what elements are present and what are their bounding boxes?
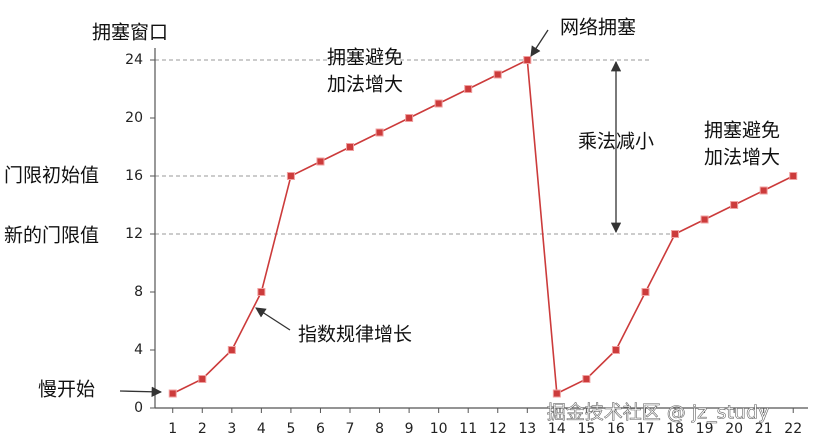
x-tick-label: 1 [168,421,177,437]
x-tick-label: 15 [577,421,595,437]
x-tick-label: 9 [405,421,414,437]
annotation: 加法增大 [327,74,403,96]
x-tick-label: 21 [755,421,773,437]
line [172,58,794,395]
y-tick-label: 12 [125,226,143,242]
x-tick-label: 18 [666,421,684,437]
x-tick-label: 11 [459,421,477,437]
x-tick-label: 5 [286,421,295,437]
annotation: 网络拥塞 [560,17,636,39]
point [464,85,473,93]
x-tick-label: 17 [637,421,655,437]
y-tick-label: 20 [125,110,143,126]
point [257,288,266,296]
y-axis-label: 拥塞窗口 [92,22,168,44]
y-tick-label: 24 [125,52,143,68]
point [346,143,355,151]
watermark: 掘金技术社区 @ jz_study [547,402,770,424]
annotation: 慢开始 [38,379,95,401]
point [611,346,620,354]
y-tick-label: 0 [134,400,143,416]
y-tick-label: 8 [134,284,143,300]
point [671,230,680,238]
annotation: 门限初始值 [4,165,99,187]
point [375,128,384,137]
annotation: 加法增大 [704,147,780,169]
y-tick-label: 16 [125,168,143,184]
annotation: 新的门限值 [4,225,99,247]
point [168,389,177,398]
point [552,389,561,398]
point [759,186,768,195]
point [789,172,798,180]
x-tick-label: 13 [518,421,536,437]
x-tick-label: 7 [346,421,355,437]
x-tick-label: 4 [257,421,266,437]
pointer-arrow [119,386,163,397]
point [405,114,414,122]
point [641,288,650,296]
annotation: 指数规律增长 [298,324,412,346]
point [316,157,325,166]
x-tick-label: 14 [548,421,566,437]
x-tick-label: 3 [227,421,236,437]
point [523,56,532,64]
x-tick-label: 12 [489,421,507,437]
x-tick-label: 2 [198,421,207,437]
x-tick-label: 6 [316,421,325,437]
point [493,70,502,79]
point [198,375,207,383]
point [700,215,709,224]
annotation: 拥塞避免 [327,47,403,69]
annotation: 拥塞避免 [704,120,780,142]
x-tick-label: 19 [696,421,714,437]
x-tick-label: 16 [607,421,625,437]
point [286,172,295,180]
annotation: 乘法减小 [578,131,654,153]
x-tick-label: 20 [725,421,743,437]
point [582,375,591,383]
pointer-arrow [530,29,549,57]
x-tick-label: 8 [375,421,384,437]
x-tick-label: 22 [784,421,802,437]
x-tick-label: 10 [430,421,448,437]
pointer-arrow [255,307,291,331]
y-tick-label: 4 [134,342,143,358]
point [434,99,443,108]
point [227,346,236,354]
point [730,201,739,209]
